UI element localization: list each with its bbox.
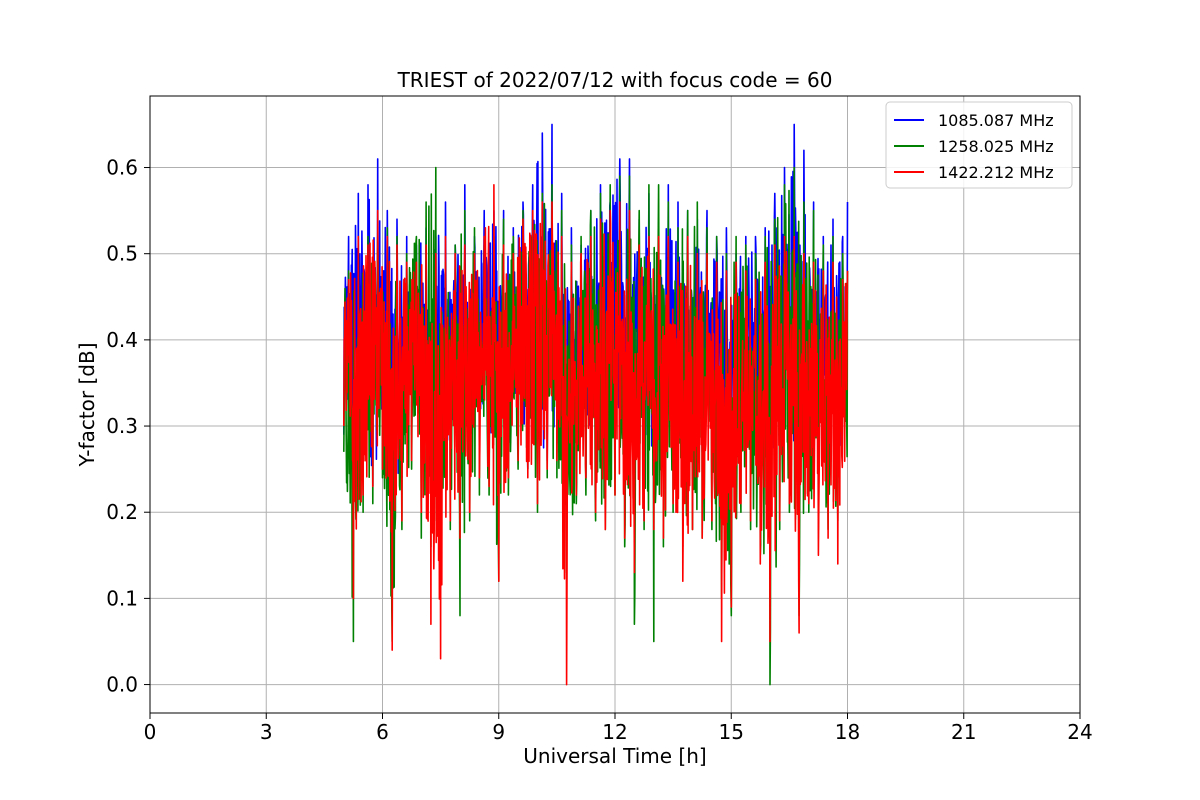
x-tick-label: 12 bbox=[602, 720, 627, 744]
y-tick-label: 0.1 bbox=[106, 586, 138, 610]
y-axis: 0.0 0.1 0.2 0.3 0.4 0.5 0.6 bbox=[106, 156, 150, 697]
legend-box bbox=[885, 101, 1073, 189]
x-tick-label: 21 bbox=[951, 720, 976, 744]
x-tick-label: 0 bbox=[144, 720, 157, 744]
y-tick-label: 0.2 bbox=[106, 500, 138, 524]
series-line-3 bbox=[342, 184, 849, 686]
x-tick-label: 24 bbox=[1067, 720, 1092, 744]
y-axis-title: Y-factor [dB] bbox=[75, 342, 99, 467]
legend-label: 1422.212 MHz bbox=[938, 163, 1054, 182]
y-tick-label: 0.3 bbox=[106, 414, 138, 438]
legend-label: 1085.087 MHz bbox=[938, 111, 1054, 130]
y-tick-label: 0.5 bbox=[106, 242, 138, 266]
x-tick-label: 6 bbox=[376, 720, 389, 744]
x-tick-label: 15 bbox=[719, 720, 744, 744]
legend: 1085.087 MHz 1258.025 MHz 1422.212 MHz bbox=[885, 101, 1073, 189]
y-tick-label: 0.4 bbox=[106, 328, 138, 352]
series-layer bbox=[342, 123, 849, 686]
y-tick-label: 0.0 bbox=[106, 673, 138, 697]
x-axis: 0 3 6 9 12 15 18 21 24 bbox=[144, 713, 1093, 744]
legend-label: 1258.025 MHz bbox=[938, 137, 1054, 156]
x-tick-label: 3 bbox=[260, 720, 273, 744]
x-axis-title: Universal Time [h] bbox=[523, 744, 706, 768]
y-tick-label: 0.6 bbox=[106, 156, 138, 180]
x-tick-label: 18 bbox=[835, 720, 860, 744]
chart-title: TRIEST of 2022/07/12 with focus code = 6… bbox=[397, 68, 833, 92]
x-tick-label: 9 bbox=[492, 720, 505, 744]
